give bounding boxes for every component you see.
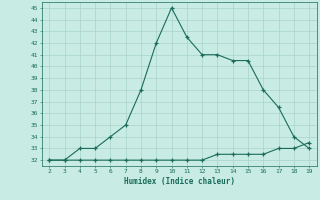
- X-axis label: Humidex (Indice chaleur): Humidex (Indice chaleur): [124, 177, 235, 186]
